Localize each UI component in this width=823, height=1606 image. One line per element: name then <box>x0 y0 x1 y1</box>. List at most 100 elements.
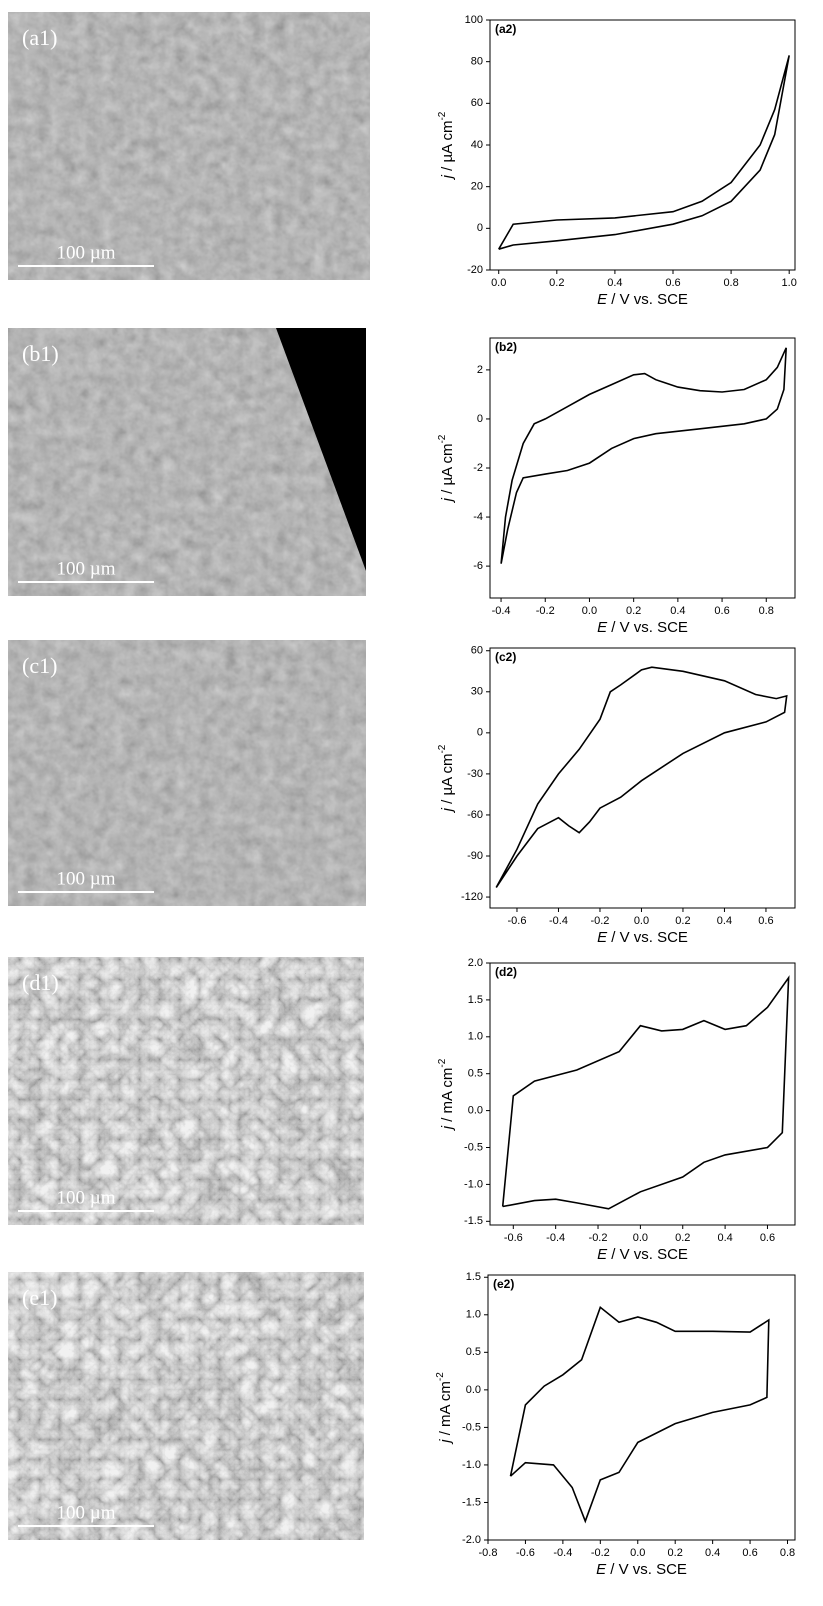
y-tick-label: 0.5 <box>466 1346 481 1358</box>
x-tick-label: 0.0 <box>634 915 649 927</box>
image-label: (e1) <box>22 1285 57 1310</box>
scale-bar-label: 100 µm <box>57 1187 116 1208</box>
sem-image: (d1)100 µm <box>8 957 364 1225</box>
sem-texture <box>8 957 364 1225</box>
y-axis-unit: / mA cm <box>439 1068 456 1126</box>
x-tick-label: 0.0 <box>630 1547 645 1559</box>
panel-label: (c2) <box>495 650 516 664</box>
x-axis-unit: / V vs. SCE <box>607 1246 688 1263</box>
x-tick-label: 0.6 <box>742 1547 757 1559</box>
y-axis-unit: / µA cm <box>439 121 456 176</box>
x-tick-label: -0.4 <box>549 915 568 927</box>
panel-label: (e2) <box>493 1277 514 1291</box>
scale-bar-label: 100 µm <box>57 242 116 263</box>
scale-bar-label: 100 µm <box>57 868 116 889</box>
y-tick-label: -1.0 <box>462 1459 481 1471</box>
y-tick-label: 1.5 <box>468 994 483 1006</box>
x-tick-label: -0.2 <box>590 915 609 927</box>
y-tick-label: 2 <box>477 364 483 376</box>
y-tick-label: -1.0 <box>464 1178 483 1190</box>
y-tick-label: -4 <box>473 511 483 523</box>
y-tick-label: 0.5 <box>468 1068 483 1080</box>
panel-label: (b2) <box>495 340 517 354</box>
panel-label: (d2) <box>495 965 517 979</box>
plot-frame <box>490 963 795 1225</box>
scale-bar-label: 100 µm <box>57 558 116 579</box>
y-tick-label: 0.0 <box>466 1384 481 1396</box>
y-tick-label: -30 <box>467 768 483 780</box>
plot-frame <box>488 1275 795 1540</box>
sem-texture <box>8 12 370 280</box>
x-tick-label: -0.2 <box>536 605 555 617</box>
x-tick-label: 0.6 <box>758 915 773 927</box>
y-axis-unit: / µA cm <box>439 444 456 499</box>
x-axis-unit: / V vs. SCE <box>606 1561 687 1578</box>
x-tick-label: -0.8 <box>479 1547 498 1559</box>
y-axis-label: j / mA cm-2 <box>437 1058 456 1131</box>
x-tick-label: 0.4 <box>717 915 732 927</box>
x-tick-label: 0.8 <box>759 605 774 617</box>
y-axis-exponent: -2 <box>437 1058 448 1067</box>
image-label: (c1) <box>22 653 57 678</box>
x-tick-label: 0.2 <box>668 1547 683 1559</box>
x-tick-label: 0.8 <box>723 277 738 289</box>
y-tick-label: 1.0 <box>466 1309 481 1321</box>
y-tick-label: -20 <box>467 264 483 276</box>
x-axis-label: E / V vs. SCE <box>597 291 688 308</box>
x-tick-label: 0.6 <box>665 277 680 289</box>
x-tick-label: 0.0 <box>633 1232 648 1244</box>
cv-curve <box>496 667 787 887</box>
cv-curve <box>503 978 789 1209</box>
y-tick-label: 0.0 <box>468 1105 483 1117</box>
x-axis-unit: / V vs. SCE <box>607 929 688 946</box>
y-axis-exponent: -2 <box>437 111 448 120</box>
y-tick-label: 40 <box>471 139 483 151</box>
x-tick-label: -0.6 <box>507 915 526 927</box>
y-tick-label: -0.5 <box>462 1421 481 1433</box>
sem-texture <box>8 640 366 906</box>
x-tick-label: 0.2 <box>675 915 690 927</box>
y-tick-label: -2 <box>473 462 483 474</box>
figure: (a1)100 µm(b1)100 µm(c1)100 µm(d1)100 µm… <box>0 0 823 1606</box>
scale-bar-label: 100 µm <box>57 1502 116 1523</box>
x-tick-label: 0.2 <box>626 605 641 617</box>
y-axis-exponent: -2 <box>435 1372 446 1381</box>
sem-image: (b1) 100 µm <box>8 328 366 596</box>
sem-texture <box>8 1272 364 1540</box>
panel-label: (a2) <box>495 22 516 36</box>
x-axis-label: E / V vs. SCE <box>597 929 688 946</box>
x-tick-label: -0.2 <box>589 1232 608 1244</box>
x-axis-label: E / V vs. SCE <box>596 1561 687 1578</box>
x-tick-label: -0.4 <box>492 605 511 617</box>
image-label: (a1) <box>22 25 57 50</box>
x-tick-label: -0.6 <box>516 1547 535 1559</box>
y-tick-label: 80 <box>471 56 483 68</box>
y-tick-label: 1.0 <box>468 1031 483 1043</box>
sem-image: (e1) 100 µm <box>8 1272 364 1540</box>
y-tick-label: -1.5 <box>462 1496 481 1508</box>
x-tick-label: 1.0 <box>782 277 797 289</box>
plot-frame <box>490 20 795 270</box>
y-tick-label: 2.0 <box>468 957 483 969</box>
x-tick-label: -0.4 <box>553 1547 572 1559</box>
y-tick-label: 30 <box>471 686 483 698</box>
image-label: (b1) <box>22 341 59 366</box>
y-tick-label: 0 <box>477 222 483 234</box>
plot-frame <box>490 338 795 598</box>
x-tick-label: 0.4 <box>717 1232 732 1244</box>
y-axis-label: j / µA cm-2 <box>437 744 456 813</box>
y-tick-label: 60 <box>471 97 483 109</box>
y-tick-label: -120 <box>461 891 483 903</box>
x-tick-label: 0.4 <box>670 605 685 617</box>
sem-image: (c1) 100 µm <box>8 640 366 906</box>
y-axis-unit: / mA cm <box>437 1381 454 1439</box>
y-axis-label: j / mA cm-2 <box>435 1372 454 1445</box>
y-tick-label: -6 <box>473 560 483 572</box>
x-tick-label: 0.4 <box>607 277 622 289</box>
x-axis-unit: / V vs. SCE <box>607 291 688 308</box>
cv-curve <box>511 1307 769 1521</box>
plot-frame <box>490 648 795 908</box>
x-tick-label: 0.4 <box>705 1547 720 1559</box>
y-tick-label: 1.5 <box>466 1271 481 1283</box>
y-tick-label: 60 <box>471 645 483 657</box>
